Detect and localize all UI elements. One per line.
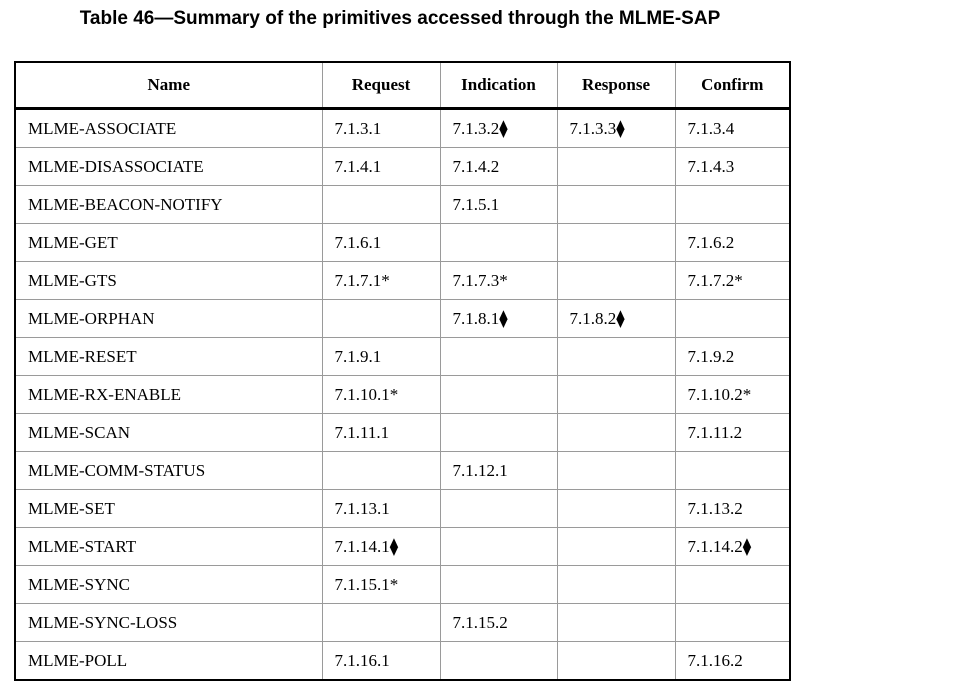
cell-confirm: 7.1.16.2 [674, 641, 791, 681]
cell-indication [439, 641, 558, 681]
cell-request [321, 185, 441, 224]
table-row: MLME-RX-ENABLE 7.1.10.1* 7.1.10.2* [14, 375, 791, 414]
cell-request: 7.1.3.1 [321, 108, 441, 148]
cell-request [321, 603, 441, 642]
header-name: Name [14, 62, 323, 110]
cell-indication: 7.1.4.2 [439, 147, 558, 186]
header-request: Request [321, 62, 441, 110]
cell-confirm: 7.1.9.2 [674, 337, 791, 376]
cell-response [556, 527, 676, 566]
cell-response [556, 489, 676, 528]
cell-name: MLME-ORPHAN [14, 299, 323, 338]
cell-response [556, 641, 676, 681]
primitives-table: Name Request Indication Response Confirm… [14, 61, 791, 681]
cell-confirm: 7.1.6.2 [674, 223, 791, 262]
cell-indication: 7.1.8.1⧫ [439, 299, 558, 338]
cell-confirm [674, 603, 791, 642]
cell-name: MLME-COMM-STATUS [14, 451, 323, 490]
table-row: MLME-COMM-STATUS 7.1.12.1 [14, 451, 791, 490]
cell-confirm: 7.1.10.2* [674, 375, 791, 414]
cell-name: MLME-SET [14, 489, 323, 528]
cell-name: MLME-POLL [14, 641, 323, 681]
cell-confirm [674, 451, 791, 490]
cell-name: MLME-SCAN [14, 413, 323, 452]
cell-request: 7.1.15.1* [321, 565, 441, 604]
table-row: MLME-START 7.1.14.1⧫ 7.1.14.2⧫ [14, 527, 791, 566]
cell-response [556, 223, 676, 262]
table-row: MLME-POLL 7.1.16.1 7.1.16.2 [14, 641, 791, 681]
cell-indication [439, 489, 558, 528]
cell-name: MLME-START [14, 527, 323, 566]
cell-name: MLME-DISASSOCIATE [14, 147, 323, 186]
cell-request: 7.1.6.1 [321, 223, 441, 262]
cell-confirm: 7.1.14.2⧫ [674, 527, 791, 566]
cell-name: MLME-SYNC [14, 565, 323, 604]
table-row: MLME-ASSOCIATE 7.1.3.1 7.1.3.2⧫ 7.1.3.3⧫… [14, 108, 791, 148]
cell-indication [439, 413, 558, 452]
cell-request [321, 451, 441, 490]
cell-indication: 7.1.7.3* [439, 261, 558, 300]
cell-confirm [674, 565, 791, 604]
cell-indication: 7.1.12.1 [439, 451, 558, 490]
header-response: Response [556, 62, 676, 110]
table-row: MLME-GET 7.1.6.1 7.1.6.2 [14, 223, 791, 262]
cell-confirm: 7.1.13.2 [674, 489, 791, 528]
cell-confirm [674, 185, 791, 224]
cell-confirm [674, 299, 791, 338]
table-row: MLME-DISASSOCIATE 7.1.4.1 7.1.4.2 7.1.4.… [14, 147, 791, 186]
cell-request: 7.1.9.1 [321, 337, 441, 376]
cell-name: MLME-RX-ENABLE [14, 375, 323, 414]
table-row: MLME-BEACON-NOTIFY 7.1.5.1 [14, 185, 791, 224]
table-caption: Table 46—Summary of the primitives acces… [79, 8, 721, 29]
cell-name: MLME-GTS [14, 261, 323, 300]
cell-response [556, 565, 676, 604]
table-row: MLME-SET 7.1.13.1 7.1.13.2 [14, 489, 791, 528]
cell-response [556, 261, 676, 300]
cell-confirm: 7.1.4.3 [674, 147, 791, 186]
cell-request: 7.1.4.1 [321, 147, 441, 186]
cell-response [556, 603, 676, 642]
cell-confirm: 7.1.3.4 [674, 108, 791, 148]
table-row: MLME-SCAN 7.1.11.1 7.1.11.2 [14, 413, 791, 452]
cell-name: MLME-ASSOCIATE [14, 108, 323, 148]
cell-response [556, 337, 676, 376]
cell-response: 7.1.8.2⧫ [556, 299, 676, 338]
cell-name: MLME-GET [14, 223, 323, 262]
cell-indication: 7.1.3.2⧫ [439, 108, 558, 148]
cell-request: 7.1.10.1* [321, 375, 441, 414]
cell-response [556, 185, 676, 224]
cell-indication: 7.1.15.2 [439, 603, 558, 642]
cell-request: 7.1.7.1* [321, 261, 441, 300]
cell-indication [439, 565, 558, 604]
cell-confirm: 7.1.7.2* [674, 261, 791, 300]
header-confirm: Confirm [674, 62, 791, 110]
cell-name: MLME-RESET [14, 337, 323, 376]
cell-request: 7.1.11.1 [321, 413, 441, 452]
cell-request: 7.1.14.1⧫ [321, 527, 441, 566]
cell-name: MLME-SYNC-LOSS [14, 603, 323, 642]
cell-indication [439, 337, 558, 376]
cell-response: 7.1.3.3⧫ [556, 108, 676, 148]
table-row: MLME-SYNC 7.1.15.1* [14, 565, 791, 604]
table-row: MLME-SYNC-LOSS 7.1.15.2 [14, 603, 791, 642]
header-row: Name Request Indication Response Confirm [14, 62, 791, 110]
cell-confirm: 7.1.11.2 [674, 413, 791, 452]
cell-name: MLME-BEACON-NOTIFY [14, 185, 323, 224]
cell-request: 7.1.13.1 [321, 489, 441, 528]
table-row: MLME-ORPHAN 7.1.8.1⧫ 7.1.8.2⧫ [14, 299, 791, 338]
cell-indication [439, 223, 558, 262]
cell-response [556, 451, 676, 490]
cell-response [556, 413, 676, 452]
cell-indication [439, 527, 558, 566]
cell-request [321, 299, 441, 338]
header-indication: Indication [439, 62, 558, 110]
cell-response [556, 375, 676, 414]
table-row: MLME-GTS 7.1.7.1* 7.1.7.3* 7.1.7.2* [14, 261, 791, 300]
cell-indication: 7.1.5.1 [439, 185, 558, 224]
cell-response [556, 147, 676, 186]
table-row: MLME-RESET 7.1.9.1 7.1.9.2 [14, 337, 791, 376]
cell-indication [439, 375, 558, 414]
cell-request: 7.1.16.1 [321, 641, 441, 681]
